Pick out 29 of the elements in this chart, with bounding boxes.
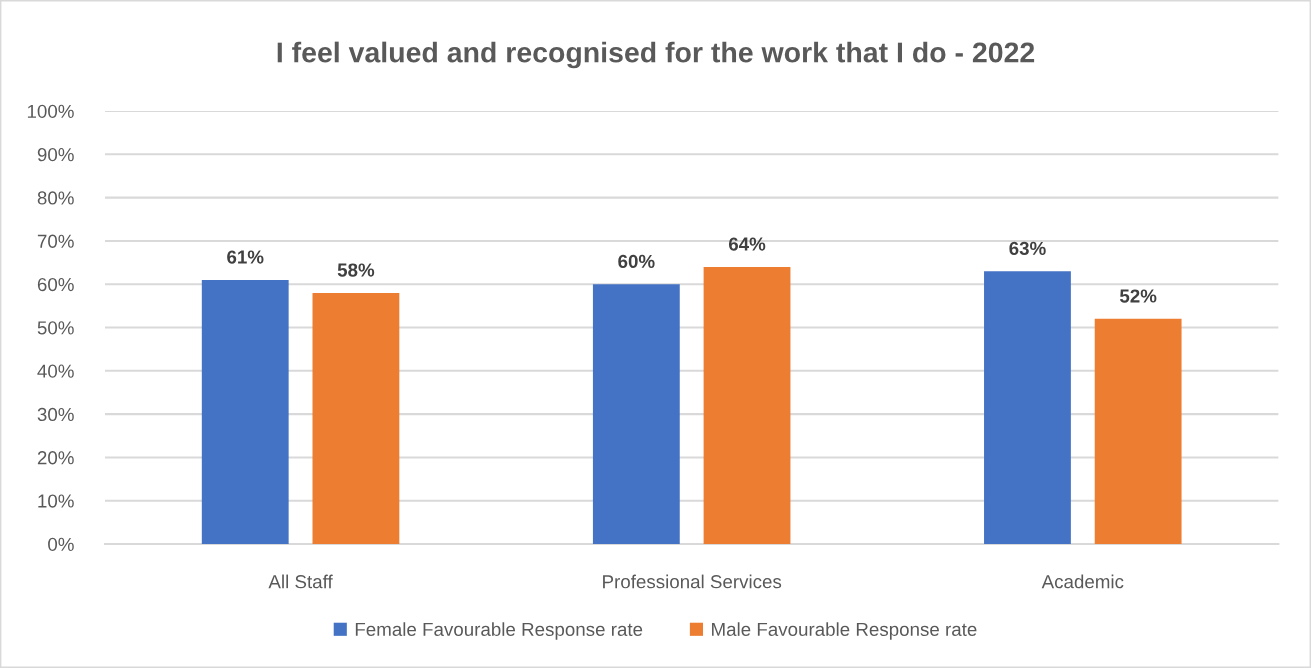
- x-tick-label: Professional Services: [603, 574, 782, 589]
- data-label: 58%: [337, 263, 375, 277]
- x-tick-label: All Staff: [268, 574, 333, 589]
- y-tick-label: 80%: [37, 191, 74, 205]
- data-label: 61%: [227, 250, 264, 264]
- y-tick-label: 20%: [37, 451, 74, 465]
- y-tick-label: 0%: [48, 537, 74, 551]
- y-tick-label: 10%: [38, 494, 74, 508]
- bar: [201, 279, 289, 545]
- bar: [312, 292, 400, 545]
- bar: [592, 284, 680, 545]
- data-label: 52%: [1119, 289, 1157, 303]
- data-label: 63%: [1009, 241, 1046, 256]
- data-label: 64%: [728, 237, 766, 251]
- bar: [984, 271, 1071, 545]
- chart-title: I feel valued and recognised for the work that I do - 2022: [277, 41, 1035, 69]
- y-tick-label: 40%: [37, 364, 74, 378]
- bar: [703, 266, 791, 545]
- y-tick-label: 70%: [37, 234, 74, 248]
- y-tick-label: 60%: [37, 277, 74, 292]
- y-tick-label: 30%: [37, 407, 74, 422]
- y-tick-label: 50%: [37, 321, 74, 335]
- y-tick-label: 90%: [37, 148, 74, 162]
- data-label: 60%: [618, 254, 655, 269]
- legend-label: Male Favourable Response rate: [712, 622, 977, 640]
- legend-label: Female Favourable Response rate: [355, 622, 643, 640]
- bar: [1094, 318, 1182, 545]
- y-tick-label: 100%: [27, 104, 74, 118]
- x-tick-label: Academic: [1041, 574, 1124, 589]
